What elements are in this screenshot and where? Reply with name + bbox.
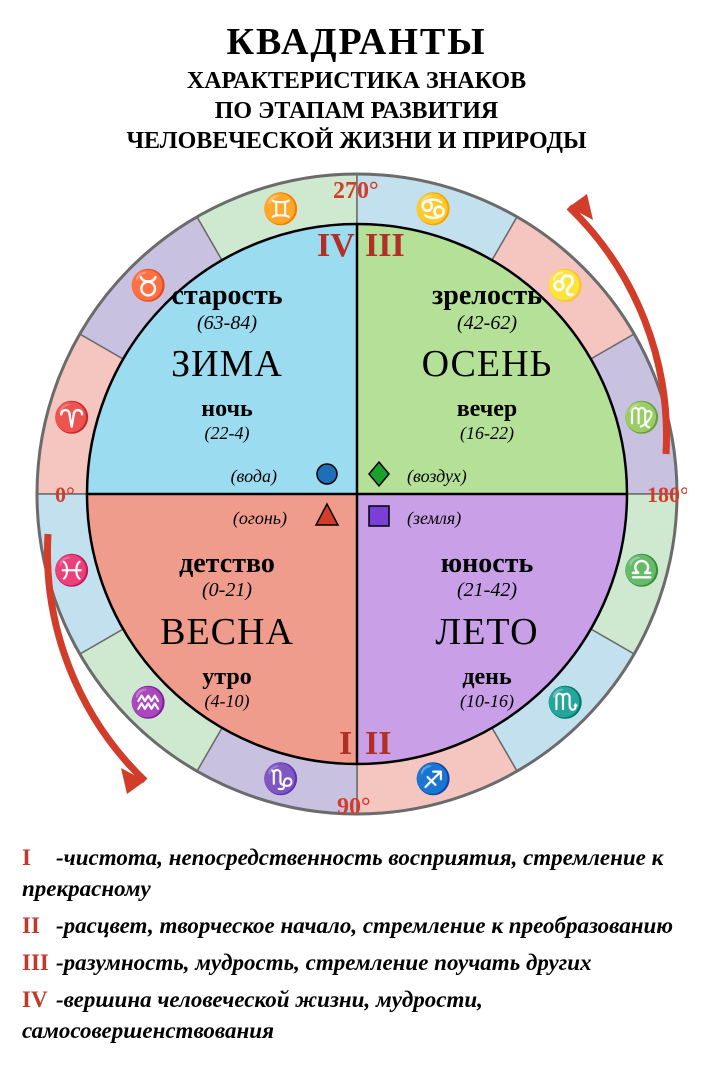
subtitle-2: ПО ЭТАПАМ РАЗВИТИЯ	[18, 96, 695, 126]
subtitle-3: ЧЕЛОВЕЧЕСКОЙ ЖИЗНИ И ПРИРОДЫ	[18, 126, 695, 156]
header: КВАДРАНТЫ ХАРАКТЕРИСТИКА ЗНАКОВ ПО ЭТАПА…	[18, 20, 695, 156]
svg-text:(огонь): (огонь)	[232, 508, 286, 529]
legend-row-3: III-разумность, мудрость, стремление поу…	[22, 947, 691, 978]
svg-text:вечер: вечер	[456, 396, 517, 422]
zodiac-glyph: ♒	[129, 685, 166, 720]
svg-text:ЗИМА: ЗИМА	[171, 343, 283, 385]
svg-text:(42-62): (42-62)	[457, 312, 517, 334]
angle-270: 270°	[333, 178, 379, 204]
svg-text:(4-10): (4-10)	[204, 691, 249, 712]
svg-text:(земля): (земля)	[407, 508, 461, 529]
element-marker-circle	[317, 464, 337, 484]
svg-text:(21-42): (21-42)	[457, 579, 517, 601]
zodiac-wheel: ♈ ♉ ♊ ♋ ♌ ♍ ♎ ♏ ♐ ♑ ♒ ♓ 0° 180° 270° 90° IV III I I…	[27, 164, 687, 824]
legend-row-2: II-расцвет, творческое начало, стремлени…	[22, 910, 691, 941]
legend-row-1: I-чистота, непосредственность восприятия…	[22, 842, 691, 904]
legend-row-4: IV-вершина человеческой жизни, мудрости,…	[22, 984, 691, 1046]
zodiac-glyph: ♐	[414, 761, 451, 796]
angle-180: 180°	[647, 482, 687, 507]
svg-text:юность: юность	[440, 548, 533, 579]
svg-text:утро: утро	[202, 664, 251, 690]
svg-text:(16-22): (16-22)	[460, 423, 514, 444]
svg-text:старость: старость	[171, 280, 282, 311]
subtitle-1: ХАРАКТЕРИСТИКА ЗНАКОВ	[18, 66, 695, 96]
svg-text:ЛЕТО: ЛЕТО	[435, 611, 538, 653]
svg-text:зрелость: зрелость	[432, 280, 542, 311]
zodiac-glyph: ♉	[129, 267, 166, 302]
angle-90: 90°	[337, 794, 371, 820]
svg-text:(63-84): (63-84)	[197, 312, 257, 334]
angle-0: 0°	[55, 482, 75, 507]
roman-i: I	[339, 725, 352, 762]
roman-iv: IV	[317, 227, 355, 264]
svg-text:детство: детство	[179, 548, 275, 579]
legend: I-чистота, непосредственность восприятия…	[18, 842, 695, 1046]
zodiac-glyph: ♍	[623, 400, 660, 435]
roman-ii: II	[365, 725, 391, 762]
svg-text:(22-4): (22-4)	[204, 423, 249, 444]
element-marker-square	[369, 506, 389, 526]
zodiac-glyph: ♓	[53, 552, 90, 587]
svg-text:(вода): (вода)	[230, 466, 276, 487]
svg-text:(0-21): (0-21)	[202, 579, 252, 601]
svg-text:(10-16): (10-16)	[460, 691, 514, 712]
svg-text:(воздух): (воздух)	[407, 466, 467, 487]
zodiac-glyph: ♈	[53, 400, 90, 435]
zodiac-glyph: ♑	[261, 761, 298, 796]
svg-text:ВЕСНА: ВЕСНА	[160, 611, 294, 653]
zodiac-glyph: ♎	[623, 552, 660, 587]
zodiac-glyph: ♌	[546, 267, 583, 302]
zodiac-glyph: ♋	[414, 191, 451, 226]
main-title: КВАДРАНТЫ	[18, 20, 695, 64]
svg-text:день: день	[462, 664, 512, 690]
svg-text:ночь: ночь	[201, 396, 253, 422]
zodiac-glyph: ♊	[261, 191, 298, 226]
roman-iii: III	[365, 227, 405, 264]
svg-text:ОСЕНЬ: ОСЕНЬ	[421, 343, 552, 385]
zodiac-glyph: ♏	[546, 685, 583, 720]
